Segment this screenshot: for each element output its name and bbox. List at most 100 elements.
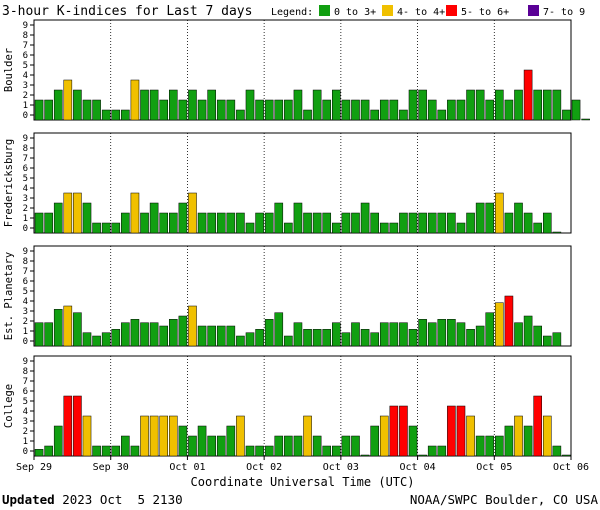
bar [456,222,466,234]
bar [159,415,169,457]
y-tick-label: 8 [23,257,28,267]
bar [466,212,475,234]
bar [562,109,571,121]
bar [447,405,456,457]
bar [495,89,504,121]
y-tick-label: 8 [23,367,28,377]
bar [571,99,581,121]
bar [533,89,542,121]
legend-label: Legend: [271,7,313,18]
bar [303,109,312,121]
bar [485,312,495,347]
bar [226,212,236,234]
panel-label: Boulder [3,48,15,92]
bar [111,109,121,121]
bar [44,212,53,234]
bar [73,395,82,457]
bar [236,415,245,457]
bar [255,329,264,347]
bar [255,99,264,121]
y-tick-label: 1 [23,437,28,447]
y-tick-label: 6 [23,277,28,287]
legend-entry-label: 7- to 9 [543,7,585,18]
bar [322,329,332,347]
bar [188,435,197,457]
legend-swatch [319,5,330,16]
legend-swatch [446,5,457,16]
bar [34,99,44,121]
bar [475,202,485,234]
bar [121,435,130,457]
bar [418,319,427,347]
panel-frame [33,355,572,457]
bar [245,332,255,347]
bar [466,329,475,347]
date-label: Oct 05 [476,462,512,473]
bar [514,89,523,121]
bar [399,212,408,234]
bar [360,99,370,121]
bar [514,202,523,234]
bar [73,89,82,121]
bar [447,99,456,121]
bar [341,99,351,121]
bar [322,99,332,121]
bar [542,415,552,457]
bar [255,212,264,234]
bar [418,212,427,234]
bar [379,222,389,234]
bar [159,99,169,121]
bar [456,322,466,347]
bar [44,99,53,121]
bar [130,79,140,121]
y-tick-label: 7 [23,377,28,387]
y-tick-label: 8 [23,31,28,41]
y-tick-label: 4 [23,71,28,81]
bar [178,202,188,234]
footer-updated: Updated 2023 Oct 5 2130 [2,492,183,507]
bar [178,99,188,121]
bar [542,212,552,234]
bar [379,322,389,347]
bar [552,89,562,121]
bar [169,89,178,121]
bar [437,109,447,121]
y-tick-label: 2 [23,317,28,327]
bar [274,99,284,121]
bar [34,322,44,347]
bar [207,435,216,457]
footer-updated-label: Updated [2,492,55,507]
bar [447,212,456,234]
bar [101,332,111,347]
bar [504,99,514,121]
bar [216,435,226,457]
bar [111,445,121,457]
bar [63,79,73,121]
bar [523,212,533,234]
y-tick-label: 4 [23,297,28,307]
bar [216,212,226,234]
y-tick-label: 4 [23,407,28,417]
bar [351,435,360,457]
bar [111,222,121,234]
bar [264,319,274,347]
bar [140,89,149,121]
bar [121,212,130,234]
panel-label: College [3,384,15,428]
bar [178,315,188,347]
bar [427,322,437,347]
date-label: Oct 04 [400,462,436,473]
bar [341,435,351,457]
bar [360,202,370,234]
bar [178,425,188,457]
bar [485,99,495,121]
y-tick-label: 9 [23,357,28,367]
bar [197,99,207,121]
date-label: Oct 03 [323,462,359,473]
bar [140,415,149,457]
y-tick-label: 6 [23,51,28,61]
y-tick-label: 8 [23,144,28,154]
bar [379,415,389,457]
bar [207,212,216,234]
